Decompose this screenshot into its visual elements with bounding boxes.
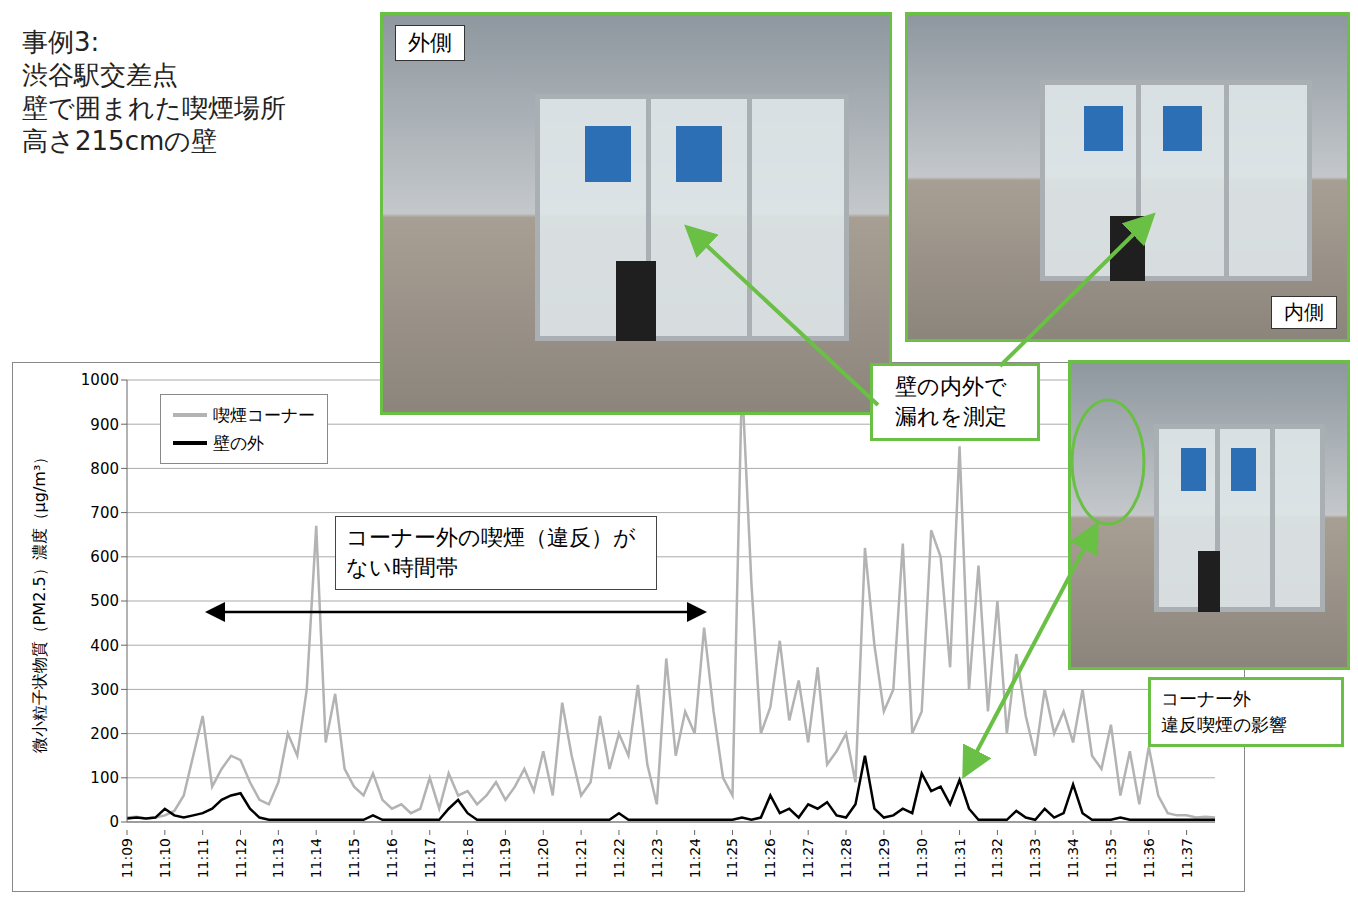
html-text:喫煙コーナー: 喫煙コーナー bbox=[213, 405, 315, 425]
svg-text:100: 100 bbox=[90, 769, 119, 787]
svg-text:200: 200 bbox=[90, 725, 119, 743]
svg-text:11:23: 11:23 bbox=[649, 838, 665, 878]
html-text:コーナー外の喫煙（違反）がない時間帯: コーナー外の喫煙（違反）がない時間帯 bbox=[346, 525, 636, 580]
svg-text:0: 0 bbox=[109, 813, 119, 831]
html-text:渋谷駅交差点: 渋谷駅交差点 bbox=[22, 60, 178, 90]
svg-text:11:14: 11:14 bbox=[308, 838, 324, 878]
svg-text:11:18: 11:18 bbox=[460, 838, 476, 878]
svg-text:11:20: 11:20 bbox=[535, 838, 551, 878]
svg-text:11:32: 11:32 bbox=[989, 838, 1005, 878]
svg-text:11:30: 11:30 bbox=[914, 838, 930, 878]
svg-text:11:33: 11:33 bbox=[1027, 838, 1043, 878]
svg-text:11:17: 11:17 bbox=[422, 838, 438, 878]
svg-text:800: 800 bbox=[90, 460, 119, 478]
svg-text:600: 600 bbox=[90, 548, 119, 566]
svg-text:11:28: 11:28 bbox=[838, 838, 854, 878]
svg-text:微小粒子状物質（PM2.5）濃度（μg/m³）: 微小粒子状物質（PM2.5）濃度（μg/m³） bbox=[30, 449, 49, 754]
svg-text:11:27: 11:27 bbox=[800, 838, 816, 878]
html-text:壁の外: 壁の外 bbox=[213, 433, 264, 453]
svg-text:300: 300 bbox=[90, 681, 119, 699]
svg-text:1000: 1000 bbox=[81, 371, 119, 389]
svg-text:11:16: 11:16 bbox=[384, 838, 400, 878]
svg-text:11:15: 11:15 bbox=[346, 838, 362, 878]
svg-text:11:31: 11:31 bbox=[952, 838, 968, 878]
html-text:外側: 外側 bbox=[408, 30, 452, 55]
html-text:高さ215cmの壁: 高さ215cmの壁 bbox=[22, 126, 218, 156]
svg-text:11:35: 11:35 bbox=[1103, 838, 1119, 878]
svg-text:11:29: 11:29 bbox=[876, 838, 892, 878]
html-text:内側: 内側 bbox=[1284, 300, 1324, 324]
html-text:事例3:: 事例3: bbox=[22, 27, 100, 57]
svg-text:11:37: 11:37 bbox=[1179, 838, 1195, 878]
svg-text:900: 900 bbox=[90, 416, 119, 434]
svg-text:400: 400 bbox=[90, 637, 119, 655]
svg-text:11:09: 11:09 bbox=[119, 838, 135, 878]
svg-text:11:10: 11:10 bbox=[157, 838, 173, 878]
svg-text:11:13: 11:13 bbox=[270, 838, 286, 878]
svg-text:11:34: 11:34 bbox=[1065, 838, 1081, 878]
svg-text:11:19: 11:19 bbox=[497, 838, 513, 878]
svg-text:11:11: 11:11 bbox=[195, 838, 211, 878]
svg-text:500: 500 bbox=[90, 592, 119, 610]
svg-text:11:21: 11:21 bbox=[573, 838, 589, 878]
svg-text:700: 700 bbox=[90, 504, 119, 522]
svg-text:11:26: 11:26 bbox=[762, 838, 778, 878]
html-text:コーナー外 違反喫煙の影響: コーナー外 違反喫煙の影響 bbox=[1161, 688, 1287, 735]
svg-text:11:24: 11:24 bbox=[687, 838, 703, 878]
svg-text:11:36: 11:36 bbox=[1141, 838, 1157, 878]
svg-text:11:25: 11:25 bbox=[724, 838, 740, 878]
svg-text:11:12: 11:12 bbox=[233, 838, 249, 878]
html-text:壁の内外で漏れを測定: 壁の内外で漏れを測定 bbox=[895, 374, 1007, 429]
html-text:壁で囲まれた喫煙場所: 壁で囲まれた喫煙場所 bbox=[22, 93, 286, 123]
svg-text:11:22: 11:22 bbox=[611, 838, 627, 878]
